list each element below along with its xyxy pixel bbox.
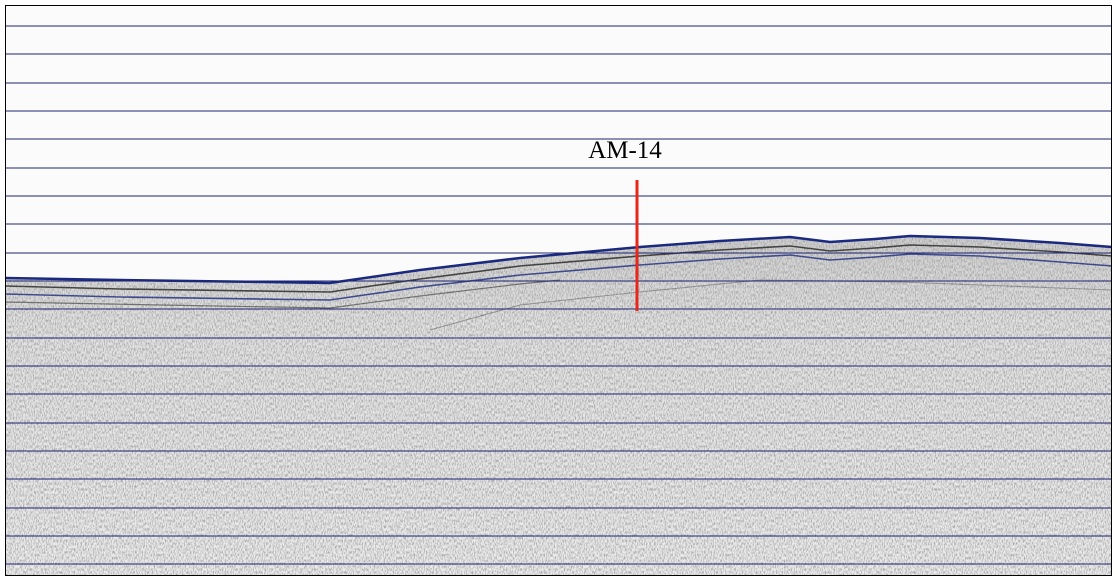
grid-lines (5, 25, 1112, 565)
sub-reflector (5, 244, 1112, 293)
subsurface (5, 234, 1112, 576)
core-label: AM-14 (588, 137, 662, 164)
sediment-speckle (5, 236, 1112, 576)
frame (5, 5, 1112, 576)
sub-reflector (5, 253, 1112, 301)
sub-reflector (5, 279, 561, 309)
